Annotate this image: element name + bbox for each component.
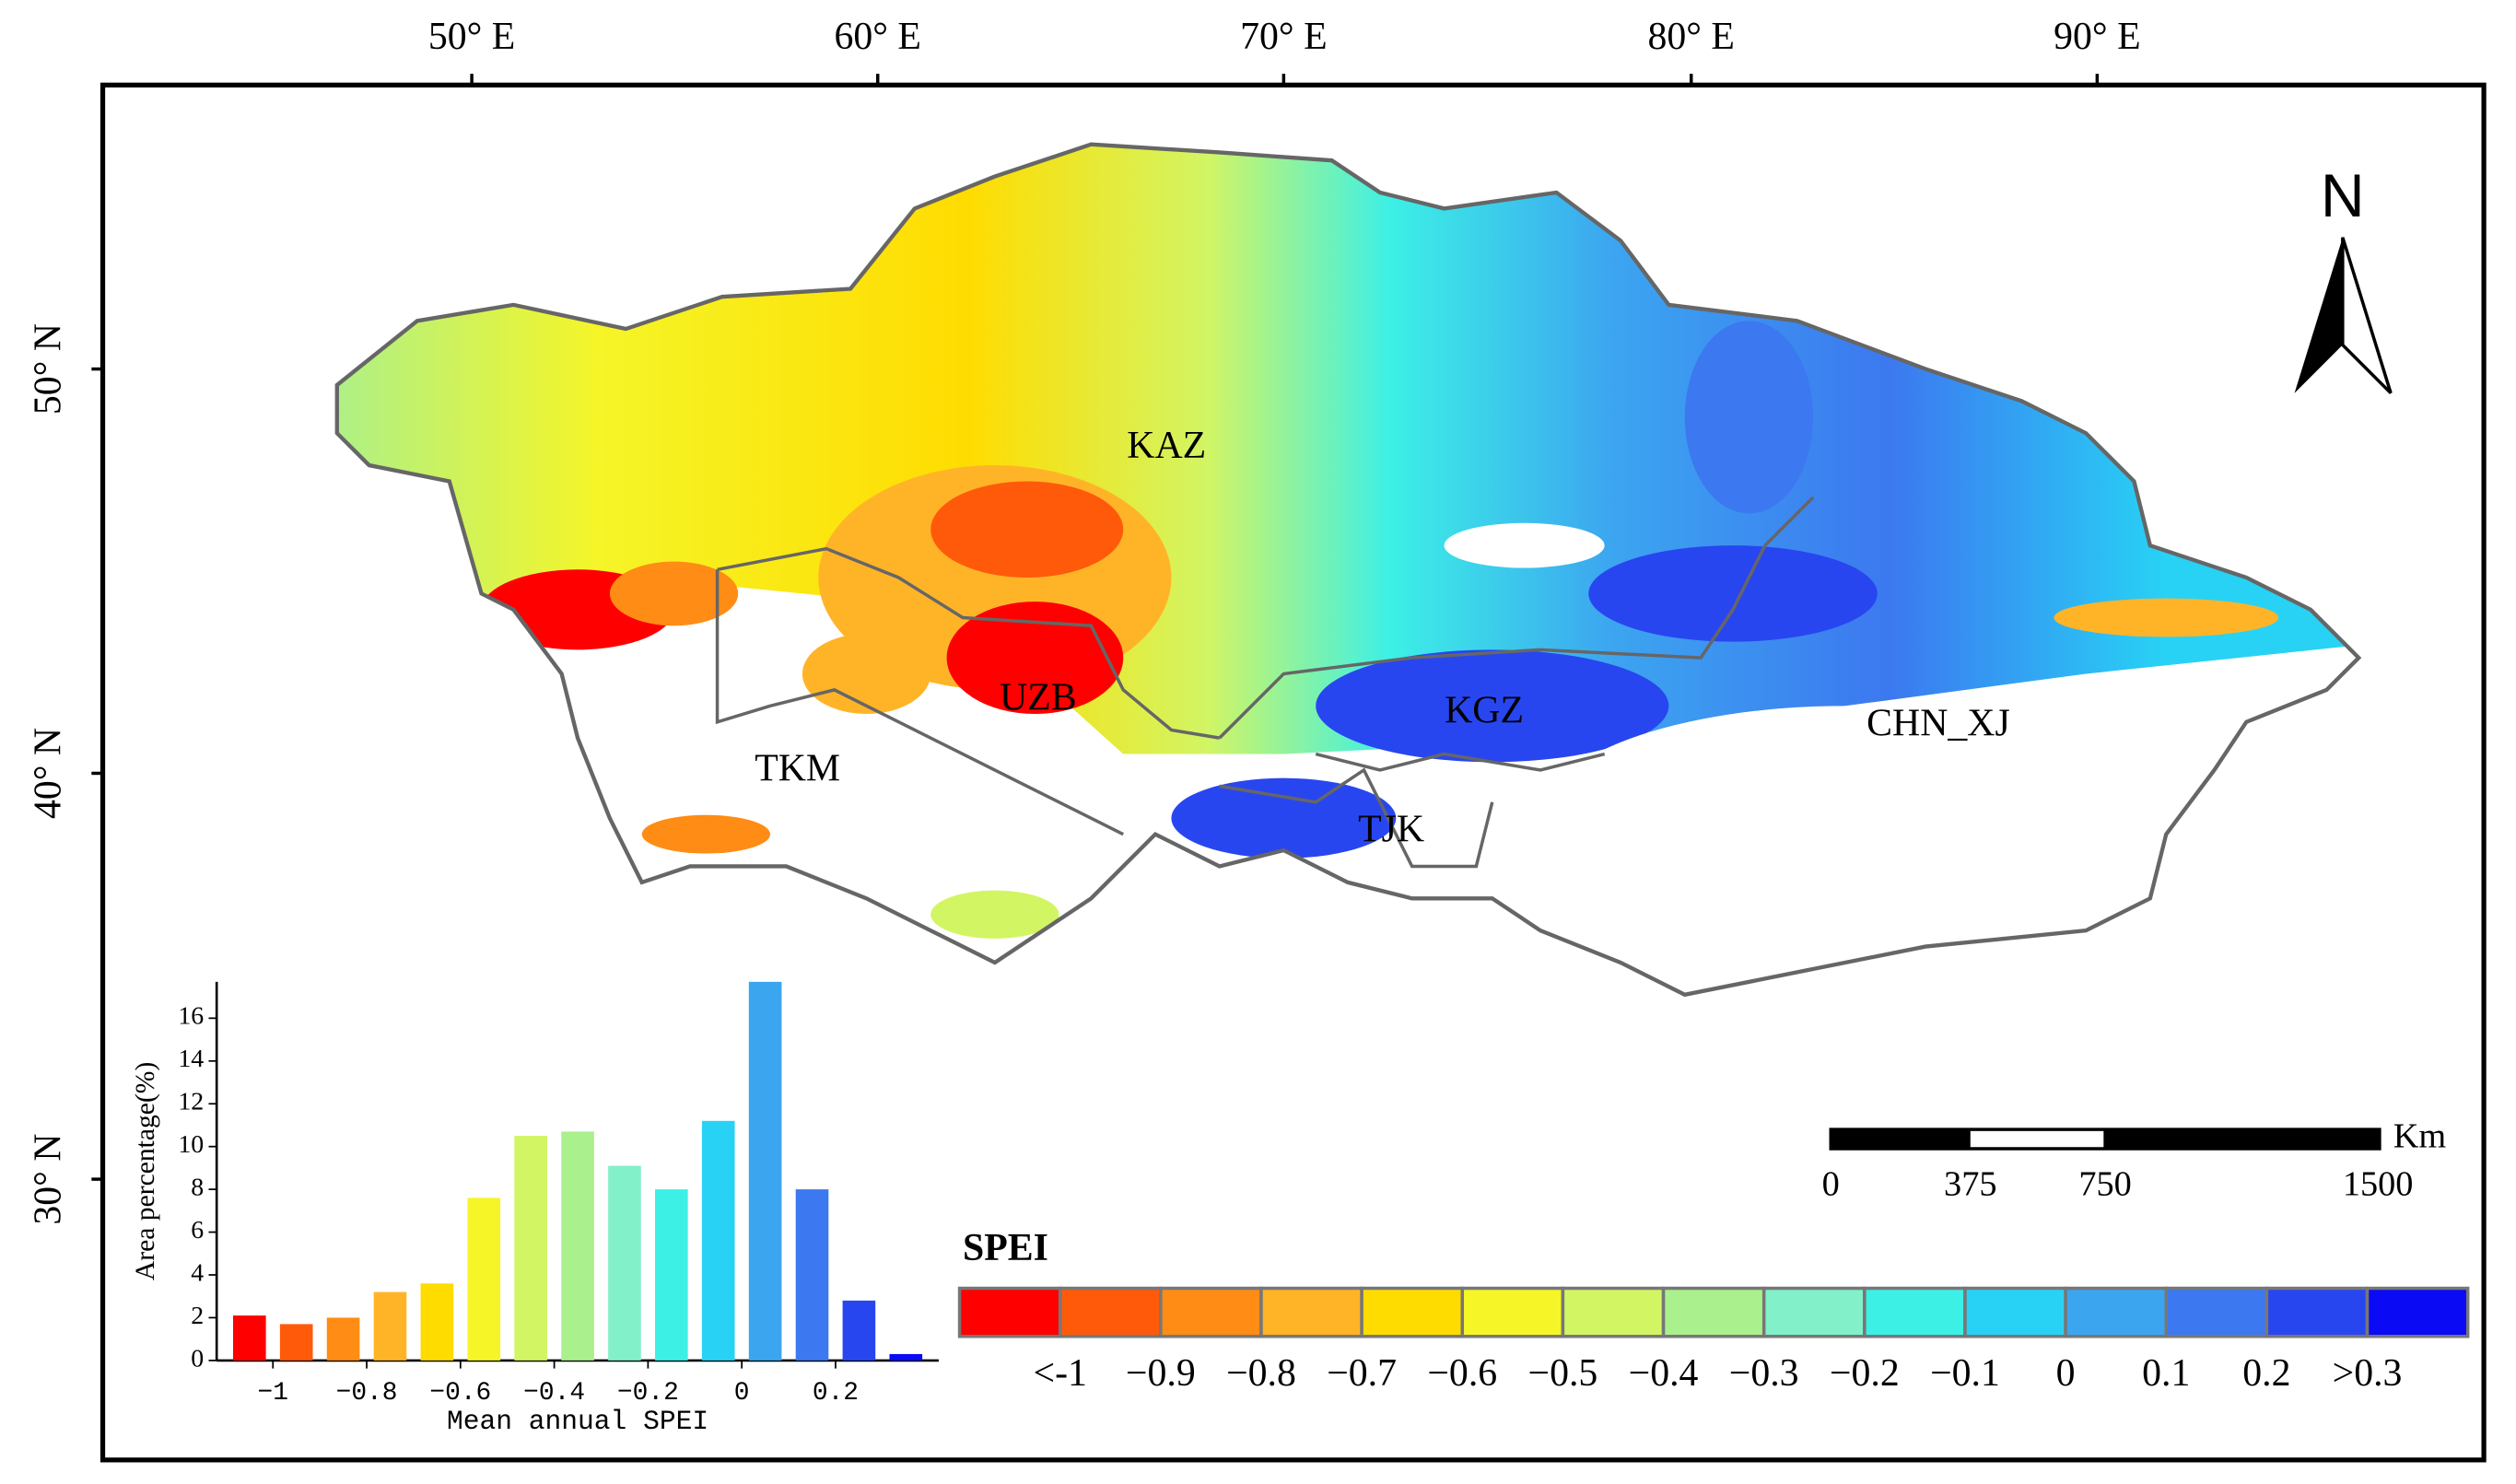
x-tick-label: −1 [258,1379,288,1408]
scale-label: 1500 [2343,1165,2414,1204]
legend-swatch [957,1286,1062,1338]
scale-bar [1970,1130,2104,1148]
legend-swatch [1159,1286,1263,1338]
bar [655,1189,688,1361]
longitude-label: 90° E [2054,16,2140,58]
scale-label: 375 [1944,1165,1996,1204]
north-label: N [2321,162,2365,230]
legend-label: 0 [2056,1352,2076,1395]
bar [373,1291,407,1361]
country-label: CHN_XJ [1867,703,2010,745]
y-tick-label: 8 [191,1174,204,1202]
legend-swatch [1259,1286,1363,1338]
legend-swatch [1863,1286,1967,1338]
bar [232,1315,266,1361]
bar [748,981,782,1361]
x-tick-label: 0.2 [813,1379,859,1408]
country-label: TKM [755,747,840,789]
country-label: KAZ [1127,425,1206,467]
legend-swatch [1661,1286,1766,1338]
country-borders [715,496,1815,869]
y-tick-label: 14 [178,1045,204,1073]
legend-swatch [2064,1286,2168,1338]
latitude-label: 50° N [27,323,69,415]
y-tick-label: 12 [178,1088,204,1116]
y-tick-label: 10 [178,1130,204,1159]
y-tick-label: 16 [178,1002,204,1031]
legend-label: −0.6 [1427,1352,1497,1395]
legend-label: −0.8 [1226,1352,1296,1395]
legend-label: −0.3 [1729,1352,1799,1395]
legend-label: −0.5 [1528,1352,1598,1395]
y-tick-label: 4 [191,1258,204,1287]
legend-swatch [1561,1286,1666,1338]
bar [889,1353,923,1361]
legend-swatch [1963,1286,2067,1338]
legend-swatch [2164,1286,2269,1338]
legend-swatch [2264,1286,2370,1338]
bar [279,1324,313,1361]
legend-label: >0.3 [2333,1352,2403,1395]
bar [608,1165,641,1361]
country-label: UZB [1000,677,1077,719]
legend-label: −0.4 [1629,1352,1699,1395]
x-tick-label: 0 [734,1379,750,1408]
legend-swatch [1460,1286,1565,1338]
legend-label: 0.1 [2142,1352,2190,1395]
y-tick-label: 2 [191,1302,204,1330]
legend-label: 0.2 [2242,1352,2290,1395]
y-tick-label: 0 [191,1344,204,1373]
longitude-label: 70° E [1240,16,1327,58]
longitude-label: 80° E [1648,16,1735,58]
y-tick-label: 6 [191,1216,204,1244]
legend-swatch [1761,1286,1867,1338]
bar [561,1131,594,1361]
latitude-label: 40° N [27,728,69,819]
bar [420,1283,454,1361]
bar [701,1120,735,1361]
legend-swatch [2365,1286,2470,1338]
legend-swatch [1058,1286,1163,1338]
x-tick-label: −0.6 [429,1379,491,1408]
country-label: TJK [1358,808,1424,850]
longitude-label: 50° E [428,16,515,58]
x-axis-label: Mean annual SPEI [447,1406,708,1437]
y-axis-label: Area percentage(%) [131,1062,160,1280]
bar [514,1136,547,1361]
legend-label: −0.9 [1126,1352,1196,1395]
bar [467,1198,501,1361]
scale-label: 750 [2078,1165,2131,1204]
scale-bar [1829,1128,2381,1151]
legend-label: <-1 [1034,1352,1087,1395]
bar [842,1300,876,1361]
x-tick-label: −0.2 [617,1379,679,1408]
longitude-label: 60° E [835,16,921,58]
scale-label: 0 [1822,1165,1840,1204]
legend-title: SPEI [963,1227,1048,1269]
legend-label: −0.2 [1830,1352,1900,1395]
north-arrow [2341,237,2393,394]
country-label: KGZ [1445,690,1524,732]
bar [326,1317,360,1361]
bar [795,1189,829,1361]
x-tick-label: −0.4 [523,1379,585,1408]
latitude-label: 30° N [27,1134,69,1225]
x-tick-label: −0.8 [336,1379,398,1408]
legend-label: −0.7 [1327,1352,1397,1395]
legend-label: −0.1 [1930,1352,2000,1395]
legend-swatch [1360,1286,1465,1338]
scale-unit: Km [2393,1116,2447,1155]
